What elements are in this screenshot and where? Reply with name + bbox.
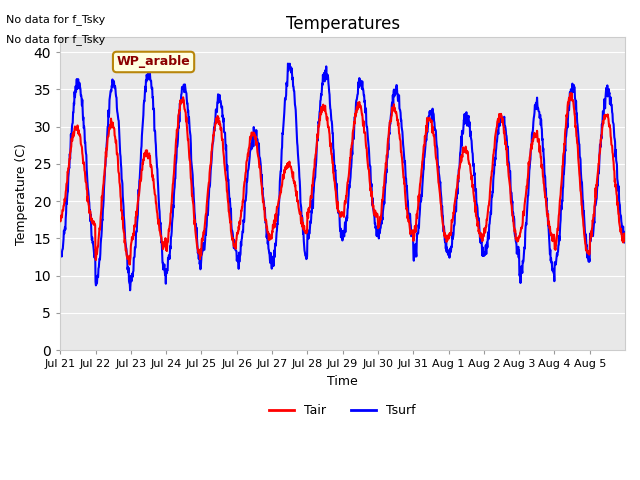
Text: No data for f_Tsky: No data for f_Tsky [6, 34, 106, 45]
Title: Temperatures: Temperatures [285, 15, 399, 33]
Legend: Tair, Tsurf: Tair, Tsurf [264, 399, 421, 422]
Text: No data for f_Tsky: No data for f_Tsky [6, 14, 106, 25]
X-axis label: Time: Time [327, 374, 358, 388]
Text: WP_arable: WP_arable [116, 56, 191, 69]
Y-axis label: Temperature (C): Temperature (C) [15, 143, 28, 245]
